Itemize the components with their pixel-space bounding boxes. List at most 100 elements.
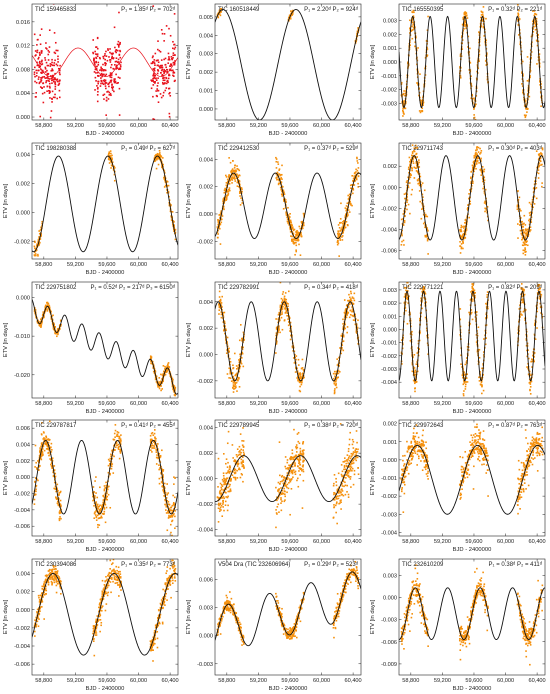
etv-point — [459, 53, 461, 56]
etv-point — [476, 159, 479, 162]
etv-point — [51, 58, 53, 61]
etv-point — [57, 61, 59, 63]
etv-point — [159, 156, 162, 158]
etv-point — [528, 218, 530, 220]
etv-point — [409, 339, 411, 342]
etv-point — [413, 147, 415, 149]
etv-point — [301, 376, 304, 378]
etv-point — [94, 514, 97, 517]
etv-point — [350, 297, 352, 300]
etv-point — [37, 254, 39, 257]
etv-point — [537, 157, 540, 160]
etv-point — [541, 148, 543, 151]
etv-point — [37, 64, 40, 66]
etv-point — [117, 40, 120, 43]
etv-point — [172, 52, 175, 54]
etv-point — [408, 182, 411, 184]
etv-point — [49, 87, 51, 89]
etv-point — [108, 152, 111, 154]
etv-point — [151, 80, 153, 82]
etv-point — [240, 197, 243, 199]
etv-point — [54, 52, 57, 55]
etv-point — [49, 91, 51, 93]
etv-point — [164, 64, 167, 66]
etv-point — [40, 226, 42, 228]
etv-point — [402, 239, 404, 242]
etv-point — [94, 64, 96, 66]
etv-point — [531, 206, 534, 208]
etv-point — [99, 510, 102, 512]
etv-point — [477, 67, 479, 70]
etv-point — [481, 169, 484, 172]
x-tick-label: 59,600 — [282, 401, 299, 407]
etv-point — [238, 377, 240, 380]
etv-point — [280, 313, 283, 315]
etv-point — [423, 226, 426, 228]
etv-point — [154, 82, 156, 84]
etv-point — [153, 77, 155, 80]
etv-point — [410, 169, 413, 172]
etv-point — [40, 28, 43, 30]
etv-point — [222, 199, 225, 201]
etv-point — [55, 491, 57, 493]
etv-point — [94, 68, 97, 71]
etv-point — [40, 318, 42, 320]
etv-point — [233, 380, 236, 383]
etv-point — [465, 227, 467, 230]
etv-point — [535, 17, 537, 20]
etv-point — [288, 214, 290, 217]
etv-point — [223, 191, 226, 194]
etv-point — [53, 51, 56, 54]
x-tick-label: 60,400 — [528, 401, 545, 407]
etv-point — [40, 434, 43, 436]
etv-point — [218, 302, 221, 305]
etv-point — [236, 167, 239, 170]
etv-point — [107, 153, 110, 156]
etv-point — [233, 170, 235, 172]
etv-point — [103, 73, 105, 76]
etv-panel-10: -0.006-0.004-0.0020.0000.0020.0040.00658… — [3, 420, 179, 553]
etv-point — [290, 220, 292, 223]
etv-point — [107, 98, 110, 100]
etv-point — [472, 108, 475, 110]
etv-point — [48, 439, 51, 441]
etv-point — [224, 199, 226, 202]
x-tick-label: 58,800 — [35, 123, 52, 129]
etv-point — [348, 293, 351, 296]
etv-point — [238, 376, 241, 379]
etv-point — [242, 346, 245, 348]
etv-point — [39, 62, 41, 65]
etv-point — [98, 510, 101, 513]
etv-point — [463, 230, 465, 232]
etv-point — [412, 11, 415, 14]
etv-point — [171, 210, 174, 213]
etv-point — [410, 166, 413, 169]
etv-point — [485, 305, 488, 308]
etv-point — [59, 500, 62, 502]
etv-point — [40, 324, 43, 327]
etv-point — [281, 185, 284, 187]
etv-point — [102, 57, 105, 60]
etv-point — [100, 72, 103, 75]
etv-point — [224, 196, 227, 199]
etv-point — [40, 228, 42, 231]
etv-point — [221, 305, 224, 308]
etv-point — [402, 113, 405, 115]
etv-point — [113, 90, 115, 93]
etv-point — [345, 213, 347, 216]
etv-point — [418, 73, 421, 75]
etv-point — [286, 216, 289, 218]
etv-model-curve — [398, 154, 545, 241]
etv-point — [228, 367, 231, 369]
etv-point — [56, 49, 59, 52]
etv-point — [59, 491, 62, 493]
etv-point — [528, 381, 530, 384]
etv-point — [530, 205, 533, 207]
etv-point — [478, 53, 480, 56]
etv-point — [341, 238, 344, 241]
etv-point — [404, 300, 407, 303]
etv-point — [36, 44, 38, 46]
etv-point — [39, 115, 42, 118]
